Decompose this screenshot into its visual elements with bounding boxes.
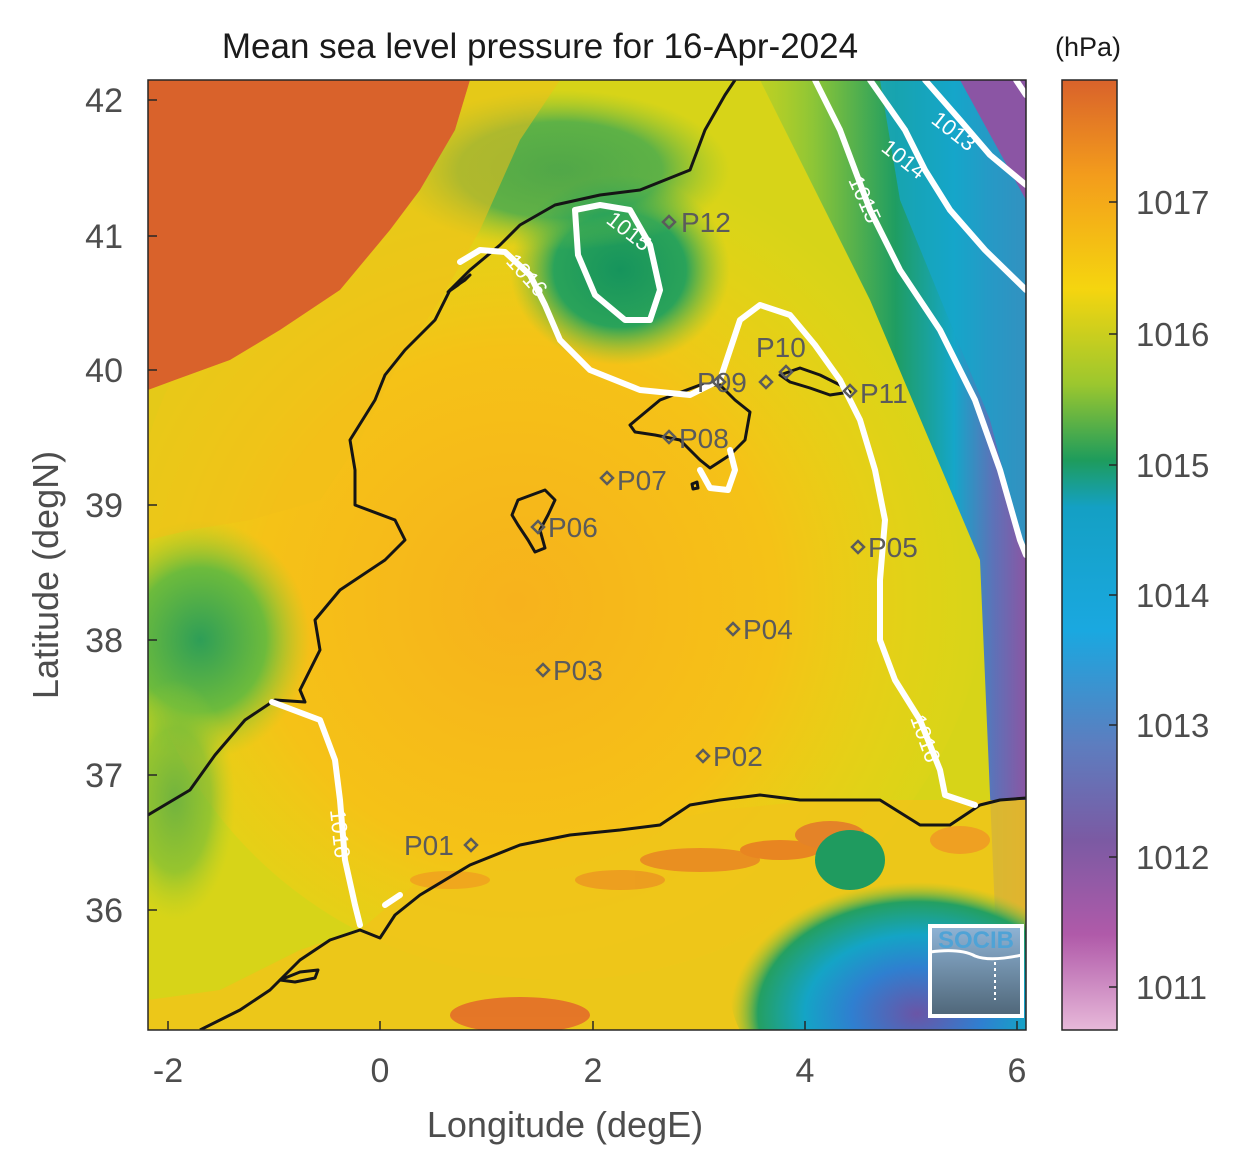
- station-marker-unlabeled: [758, 374, 774, 390]
- station-P05: P05: [850, 532, 918, 563]
- y-tick-label: 40: [85, 352, 123, 390]
- contour-1012-corner: [1013, 80, 1026, 98]
- plot-frame: [147, 79, 1027, 1031]
- x-tick-label: 0: [371, 1052, 390, 1090]
- coastline-north-africa: [199, 793, 1026, 1030]
- station-label: P05: [868, 532, 918, 563]
- station-P06: P06: [530, 512, 598, 543]
- station-P03: P03: [535, 655, 603, 686]
- x-tick-label: -2: [153, 1052, 183, 1090]
- station-P01: P01: [404, 830, 479, 861]
- land-iberia-transition: [148, 80, 560, 540]
- station-label: P09: [697, 367, 747, 398]
- station-P04: P04: [725, 614, 793, 645]
- land-iberia-north: [148, 80, 470, 390]
- island-ibiza: [510, 488, 557, 554]
- station-label: P07: [617, 465, 667, 496]
- station-P02: P02: [695, 741, 763, 772]
- colorbar-tick-label: 1016: [1136, 316, 1209, 353]
- station-label: P02: [713, 741, 763, 772]
- colorbar-tick-label: 1015: [1136, 447, 1209, 484]
- station-marker: [842, 383, 858, 399]
- contour-1016-north: [457, 247, 978, 808]
- station-marker: [725, 621, 741, 637]
- island-cabrera: [690, 480, 700, 491]
- station-label: P11: [860, 378, 908, 409]
- socib-logo: SOCIB: [928, 924, 1024, 1018]
- y-tick-label: 39: [85, 487, 123, 525]
- station-label: P06: [548, 512, 598, 543]
- station-P12: P12: [661, 207, 731, 238]
- colorbar-tick-label: 1011: [1136, 969, 1207, 1006]
- x-tick-label: 6: [1008, 1052, 1027, 1090]
- x-tick-label: 2: [584, 1052, 603, 1090]
- contour-1016-west: [269, 699, 403, 928]
- coastline-alboran: [278, 968, 320, 984]
- station-marker: [711, 374, 727, 390]
- contour-1014-east: [867, 80, 1026, 293]
- station-label: P08: [679, 423, 729, 454]
- colorbar-tick-label: 1014: [1136, 577, 1209, 614]
- colorbar-unit: (hPa): [1055, 32, 1121, 62]
- island-menorca: [778, 366, 852, 397]
- colorbar-tick-label: 1012: [1136, 839, 1209, 876]
- x-axis: [167, 1021, 1018, 1030]
- coastline-iberia: [148, 80, 737, 817]
- x-axis-title: Longitude (degE): [427, 1104, 703, 1145]
- station-marker: [530, 519, 546, 535]
- contour-1013-east: [922, 80, 1026, 188]
- pressure-field-east-band: [700, 80, 1026, 1030]
- contour-1016-mallorca-loop: [697, 447, 738, 493]
- station-marker: [695, 748, 711, 764]
- station-P08: P08: [661, 423, 729, 454]
- station-P07: P07: [599, 465, 667, 496]
- colorbar-ticks: [1109, 201, 1117, 988]
- station-label: P12: [681, 207, 731, 238]
- contour-label-1016-west: 1016: [325, 808, 355, 859]
- coastline-ebro-delta: [446, 273, 472, 294]
- station-marker: [850, 539, 866, 555]
- station-P09: P09: [697, 367, 747, 398]
- y-axis: [148, 99, 157, 911]
- station-marker: [661, 429, 677, 445]
- colorbar: (hPa) 1017 1016 1015 1014 1013 1012 1011: [1055, 32, 1209, 1031]
- station-marker: [463, 837, 479, 853]
- contour-1015-east: [812, 80, 1026, 558]
- map-plot-area: 1013 1014 1015 1015 1016 1016 1016 P01 P…: [148, 80, 1026, 1030]
- y-tick-label: 36: [85, 892, 123, 930]
- land-north-africa-relief: [410, 821, 990, 1030]
- pressure-field-east-deep: [880, 80, 1026, 560]
- contour-1015-loop: [572, 202, 663, 323]
- station-P10: P10: [756, 332, 806, 380]
- station-label: P01: [404, 830, 454, 861]
- station-marker: [778, 364, 794, 380]
- x-tick-label: 4: [796, 1052, 815, 1090]
- station-marker: [661, 214, 677, 230]
- pressure-field-west-green-2: [148, 680, 235, 920]
- y-tick-label: 37: [85, 757, 123, 795]
- colorbar-gradient: [1061, 79, 1118, 1031]
- station-marker: [535, 662, 551, 678]
- socib-logo-text: SOCIB: [938, 927, 1014, 954]
- station-label: P10: [756, 332, 806, 363]
- y-tick-label: 42: [85, 82, 123, 120]
- station-label: P04: [743, 614, 793, 645]
- station-label: P03: [553, 655, 603, 686]
- station-marker: [599, 470, 615, 486]
- y-axis-title: Latitude (degN): [25, 451, 66, 699]
- colorbar-tick-label: 1017: [1136, 184, 1209, 221]
- y-tick-label: 38: [85, 622, 123, 660]
- colorbar-tick-label: 1013: [1136, 707, 1209, 744]
- station-P11: P11: [842, 378, 908, 409]
- chart-title: Mean sea level pressure for 16-Apr-2024: [222, 27, 858, 66]
- y-tick-label: 41: [85, 218, 123, 256]
